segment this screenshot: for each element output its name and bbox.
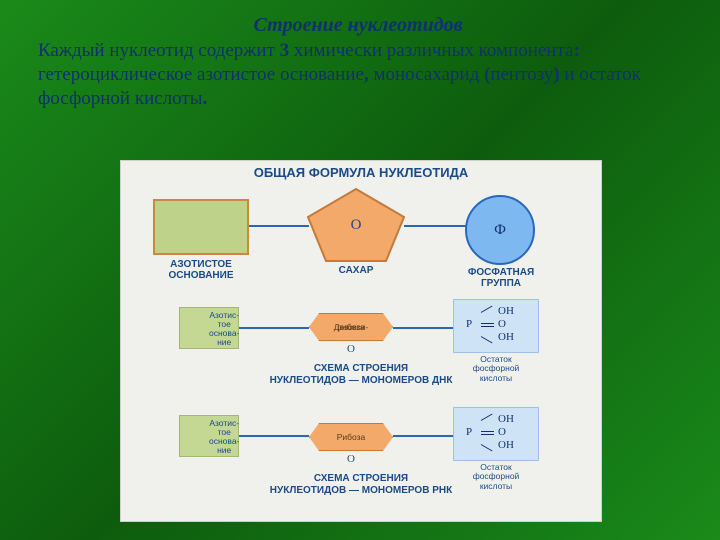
connector: [393, 327, 453, 329]
rna-phos-box: P O OH OH: [453, 407, 539, 461]
rna-base-box: Азотис-тоеоснова-ние: [179, 415, 239, 457]
dna-sugar-sub: О: [341, 343, 361, 355]
dna-base-box: Азотис-тоеоснова-ние: [179, 307, 239, 349]
slide-text-block: Строение нуклеотидов Каждый нуклеотид со…: [38, 14, 678, 110]
base-rect: [153, 199, 249, 255]
diagram-panel: ОБЩАЯ ФОРМУЛА НУКЛЕОТИДА О Ф АЗОТИСТОЕ О…: [120, 160, 602, 522]
slide-title: Строение нуклеотидов: [38, 14, 678, 37]
dna-sugar-diamond: Дезокси- рибоза: [309, 313, 393, 341]
connector: [393, 435, 453, 437]
base-label: АЗОТИСТОЕ ОСНОВАНИЕ: [153, 259, 249, 281]
connector: [404, 225, 466, 227]
dna-phos-box: P O OH OH: [453, 299, 539, 353]
phosphate-label: ФОСФАТНАЯ ГРУППА: [451, 267, 551, 289]
diagram-header: ОБЩАЯ ФОРМУЛА НУКЛЕОТИДА: [121, 165, 601, 180]
dna-base-text: Азотис-тоеоснова-ние: [209, 311, 239, 347]
rna-sugar-sub: О: [341, 453, 361, 465]
rna-sugar-diamond: Рибоза: [309, 423, 393, 451]
dna-scheme-title: СХЕМА СТРОЕНИЯНУКЛЕОТИДОВ — МОНОМЕРОВ ДН…: [221, 363, 501, 386]
connector: [239, 435, 309, 437]
rna-scheme-title: СХЕМА СТРОЕНИЯНУКЛЕОТИДОВ — МОНОМЕРОВ РН…: [221, 473, 501, 496]
sugar-label: САХАР: [321, 265, 391, 276]
sugar-center: О: [346, 217, 366, 234]
slide-body: Каждый нуклеотид содержит 3 химически ра…: [38, 39, 678, 110]
connector: [239, 327, 309, 329]
connector: [249, 225, 309, 227]
phosphate-circle: Ф: [465, 195, 535, 265]
